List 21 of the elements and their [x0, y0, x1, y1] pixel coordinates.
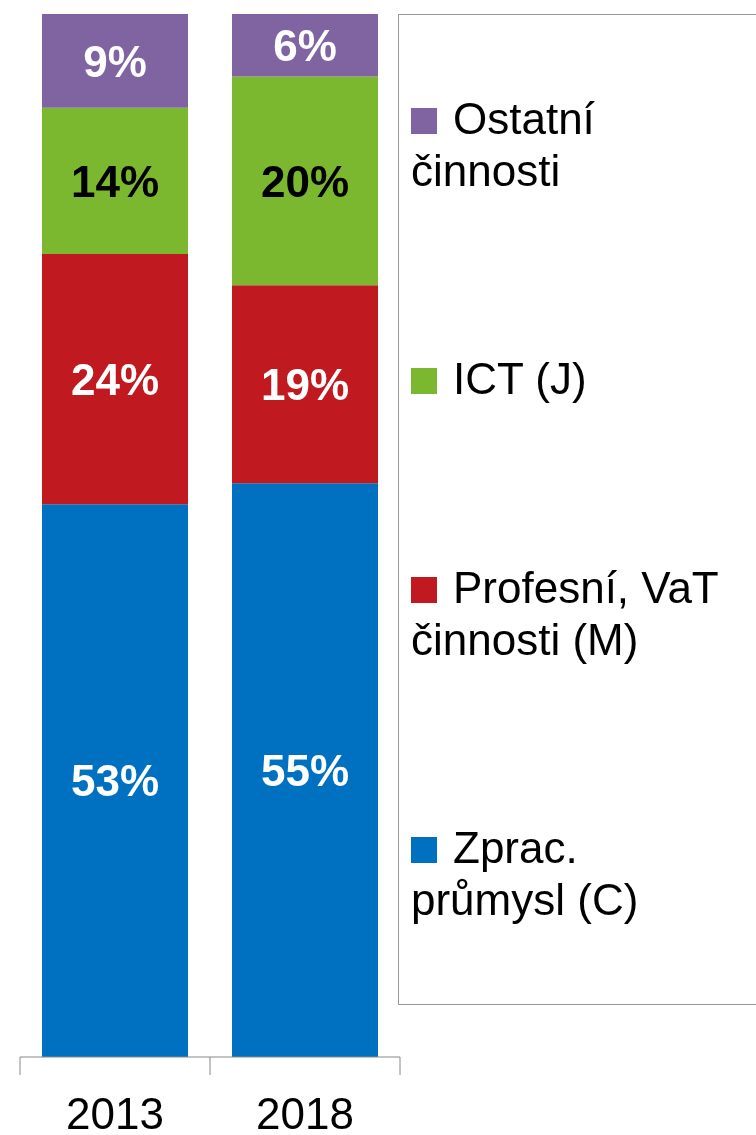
bar: [42, 504, 188, 1057]
data-label: 55%: [260, 745, 350, 795]
data-label: 53%: [70, 756, 160, 806]
data-label: 6%: [273, 20, 337, 70]
legend-label: Ostatní činnosti: [410, 93, 596, 198]
legend-label: Zprac. průmysl (C): [410, 821, 640, 926]
legend-label: ICT (J): [452, 353, 588, 406]
bar: [42, 253, 188, 505]
bar: [42, 14, 188, 108]
data-label: 19%: [260, 359, 350, 409]
bar: [232, 285, 378, 484]
bar: [232, 76, 378, 286]
data-label: 24%: [70, 354, 160, 404]
x-tick-label: 2013: [66, 1089, 164, 1135]
bar: [42, 107, 188, 254]
bar: [232, 483, 378, 1057]
x-tick-label: 2018: [256, 1089, 354, 1135]
legend-label: Profesní, VaT činnosti (M): [410, 561, 719, 666]
data-label: 9%: [83, 36, 147, 86]
data-label: 14%: [70, 156, 160, 206]
data-label: 20%: [260, 156, 350, 206]
